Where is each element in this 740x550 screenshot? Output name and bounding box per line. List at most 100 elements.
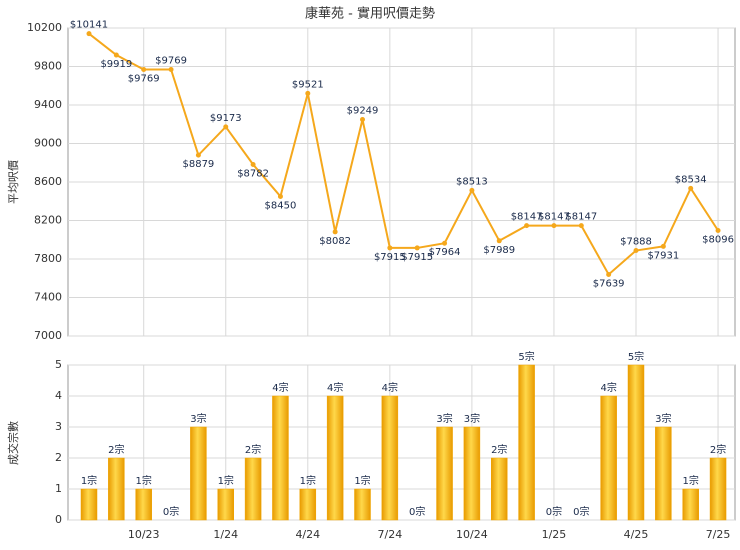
y-tick-label: 5 [55, 358, 62, 371]
bar [518, 364, 535, 521]
data-label: $8147 [538, 212, 570, 223]
point [360, 117, 365, 123]
data-label: 3宗 [190, 412, 206, 425]
x-tick-label: 10/23 [128, 528, 160, 541]
bar [463, 426, 481, 521]
data-label: $7931 [647, 250, 679, 261]
data-label: $7989 [483, 245, 515, 256]
data-label: 3宗 [655, 412, 671, 425]
data-label: 4宗 [272, 381, 288, 394]
y-tick-label: 9400 [34, 98, 62, 111]
bar [190, 426, 207, 521]
data-label: $7915 [374, 252, 406, 263]
y-tick-label: 4 [55, 389, 62, 402]
line [88, 32, 719, 277]
data-label: $8147 [511, 212, 543, 223]
point [250, 161, 256, 167]
bar [627, 364, 645, 521]
bar [135, 488, 152, 521]
point [414, 245, 420, 251]
point [277, 193, 283, 199]
point [660, 243, 666, 249]
data-label: 1宗 [300, 474, 316, 487]
data-label: $10141 [70, 20, 108, 31]
data-label: 0宗 [163, 505, 179, 518]
y-axis-label: 平均呎價 [6, 160, 20, 204]
point [195, 152, 201, 158]
y-tick-label: 8200 [34, 214, 62, 227]
data-label: 0宗 [573, 505, 589, 518]
y-tick-label: 7000 [34, 329, 62, 342]
bar [80, 488, 98, 521]
data-label: $8879 [182, 159, 214, 170]
bar [326, 395, 344, 521]
point [715, 228, 721, 234]
data-label: $9919 [100, 59, 132, 70]
y-tick-label: 8600 [34, 175, 62, 188]
data-label: $9249 [347, 106, 379, 117]
data-label: 2宗 [245, 443, 261, 456]
bar [272, 395, 289, 521]
point [387, 245, 393, 251]
data-label: $7888 [620, 237, 652, 248]
x-tick-label: 7/24 [377, 528, 402, 541]
bar [217, 488, 234, 521]
data-label: $8096 [702, 235, 734, 246]
point [332, 229, 338, 235]
bar [381, 395, 399, 521]
data-label: 4宗 [600, 381, 616, 394]
x-tick-label: 10/24 [456, 528, 488, 541]
data-label: 1宗 [81, 474, 97, 487]
bar [436, 426, 453, 521]
data-label: $9769 [128, 73, 160, 84]
point [524, 223, 530, 229]
y-tick-label: 2 [55, 451, 62, 464]
data-label: $9769 [155, 55, 187, 66]
data-label: 5宗 [518, 350, 534, 363]
data-label: 4宗 [327, 381, 343, 394]
y-tick-label: 9000 [34, 137, 62, 150]
y-tick-label: 7400 [34, 291, 62, 304]
bar [709, 457, 727, 521]
point [141, 66, 147, 72]
data-label: 5宗 [628, 350, 644, 363]
data-label: $8147 [565, 212, 597, 223]
x-tick-label: 4/25 [624, 528, 649, 541]
x-tick-label: 1/25 [542, 528, 567, 541]
point [469, 187, 475, 193]
bar [600, 395, 617, 521]
point [688, 185, 694, 191]
data-label: 0宗 [546, 505, 562, 518]
y-tick-label: 7800 [34, 252, 62, 265]
y-tick-label: 10200 [27, 21, 62, 34]
data-label: 2宗 [491, 443, 507, 456]
data-label: $7915 [401, 252, 433, 263]
y-tick-label: 9800 [34, 60, 62, 73]
point [442, 240, 448, 246]
data-label: 3宗 [464, 412, 480, 425]
data-label: 2宗 [710, 443, 726, 456]
bar [491, 457, 508, 521]
y-tick-label: 0 [55, 513, 62, 526]
data-label: 4宗 [382, 381, 398, 394]
data-label: $8534 [675, 174, 707, 185]
bar [299, 488, 317, 521]
point [496, 238, 502, 244]
point [606, 271, 612, 277]
x-tick-label: 7/25 [706, 528, 731, 541]
data-label: $8450 [265, 200, 297, 211]
data-label: 2宗 [108, 443, 124, 456]
y-tick-label: 3 [55, 420, 62, 433]
data-label: $7639 [593, 278, 625, 289]
bar [108, 457, 125, 521]
data-label: $9173 [210, 113, 242, 124]
data-label: 1宗 [218, 474, 234, 487]
point [223, 124, 229, 130]
bar [682, 488, 699, 521]
point [168, 66, 174, 72]
point [113, 52, 119, 58]
point [551, 223, 557, 229]
data-label: $8782 [237, 168, 269, 179]
point [86, 31, 92, 37]
